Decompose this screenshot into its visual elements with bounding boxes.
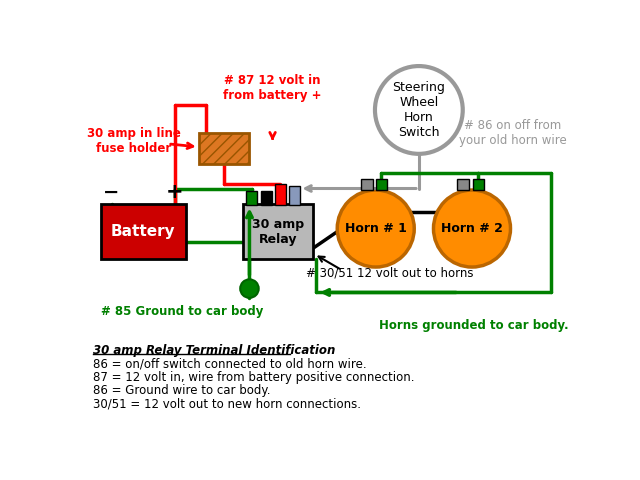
Circle shape [240,279,259,298]
Bar [289,186,300,204]
Circle shape [433,190,511,267]
Text: 86 = Ground wire to car body.: 86 = Ground wire to car body. [93,384,271,397]
Text: Horns grounded to car body.: Horns grounded to car body. [380,319,569,332]
Circle shape [337,190,414,267]
Text: Horn # 2: Horn # 2 [441,222,503,235]
Text: Battery: Battery [111,224,175,239]
Bar [361,179,372,190]
Bar [246,191,257,204]
Text: # 86 on off from
your old horn wire: # 86 on off from your old horn wire [459,119,566,147]
Text: 30 amp Relay Terminal Identification: 30 amp Relay Terminal Identification [93,344,335,357]
Text: # 30/51 12 volt out to horns: # 30/51 12 volt out to horns [306,267,474,280]
Text: −: − [104,183,120,202]
Bar [458,179,469,190]
Bar [473,179,484,190]
Text: 30/51 = 12 volt out to new horn connections.: 30/51 = 12 volt out to new horn connecti… [93,397,361,410]
Bar [275,184,285,205]
Text: # 87 12 volt in
from battery +: # 87 12 volt in from battery + [223,74,322,102]
Circle shape [375,66,463,154]
Text: 30 amp
Relay: 30 amp Relay [252,217,304,246]
Text: 87 = 12 volt in, wire from battery positive connection.: 87 = 12 volt in, wire from battery posit… [93,371,415,384]
Text: 86 = on/off switch connected to old horn wire.: 86 = on/off switch connected to old horn… [93,358,367,371]
Text: # 85 Ground to car body: # 85 Ground to car body [100,305,263,318]
Bar [261,191,272,204]
Bar [101,204,186,259]
Bar [243,204,312,259]
Text: Horn # 1: Horn # 1 [345,222,406,235]
Bar [376,179,387,190]
Text: 30 amp in line
fuse holder: 30 amp in line fuse holder [87,127,181,155]
Text: Steering
Wheel
Horn
Switch: Steering Wheel Horn Switch [392,81,445,139]
Text: +: + [166,182,184,202]
Bar [198,133,249,164]
